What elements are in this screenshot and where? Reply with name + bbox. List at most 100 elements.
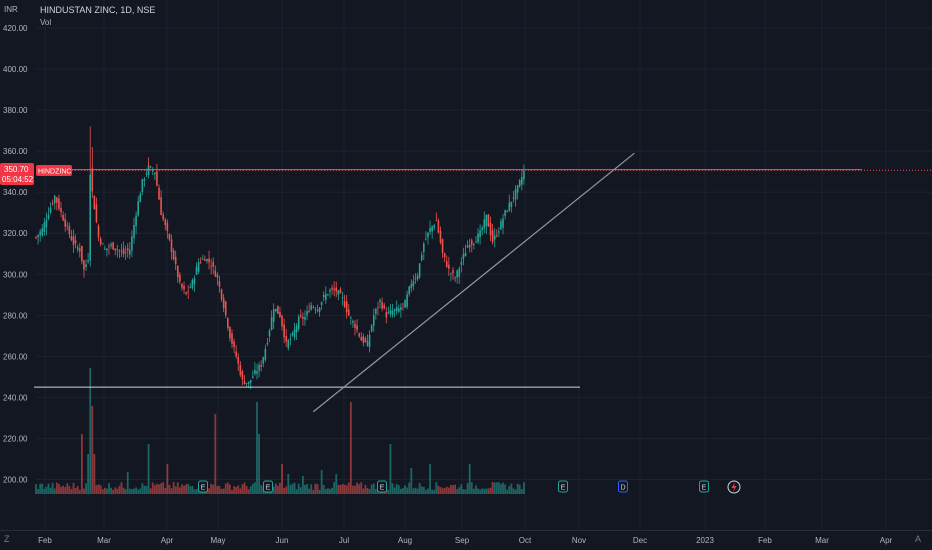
volume-bar: [51, 482, 54, 494]
candle-body: [35, 236, 37, 238]
volume-bar: [120, 482, 123, 494]
candle-body: [210, 266, 212, 267]
price-axis[interactable]: 420.00 400.00 380.00 360.00 340.00 320.00 300.…: [3, 24, 28, 485]
candle-body: [318, 307, 321, 312]
volume-bar: [410, 468, 413, 494]
candle-body: [122, 248, 125, 255]
candle-body: [420, 255, 423, 261]
candle-body: [295, 325, 298, 333]
candle-body: [331, 287, 333, 290]
volume-bar: [245, 486, 248, 494]
volume-bar: [239, 488, 242, 494]
candle-body: [489, 222, 492, 236]
volume-bar: [324, 489, 327, 494]
candle-body: [68, 226, 71, 235]
candle-body: [233, 341, 235, 348]
event-marker[interactable]: E: [558, 480, 568, 493]
candle-body: [297, 316, 300, 329]
time-tick-label: Feb: [758, 536, 772, 545]
volume-bar: [495, 482, 498, 494]
candle-body: [218, 281, 221, 287]
volume-bar: [487, 488, 490, 494]
volume-bar: [343, 484, 346, 494]
zoom-icon[interactable]: Z: [4, 534, 10, 544]
volume-bar: [335, 474, 338, 494]
volume-bar: [510, 483, 513, 494]
volume-bars: [35, 368, 525, 494]
candle-body: [114, 248, 117, 251]
candle-body: [277, 305, 279, 314]
candle-body: [239, 364, 242, 376]
volume-bar: [189, 486, 192, 494]
volume-bar: [329, 489, 331, 494]
event-marker[interactable]: D: [618, 480, 628, 493]
volume-bar: [93, 454, 96, 494]
volume-bar: [408, 482, 411, 494]
volume-bar: [447, 487, 450, 494]
candle-body: [475, 241, 477, 243]
volume-bar: [226, 482, 229, 494]
candle-body: [352, 321, 354, 323]
volume-bar: [156, 483, 158, 494]
candle-body: [83, 260, 85, 270]
symbol-tag: HINDZINC: [38, 169, 71, 176]
candle-body: [266, 343, 269, 345]
event-marker[interactable]: E: [699, 480, 709, 493]
auto-scale-button[interactable]: A: [915, 534, 921, 544]
volume-bar: [452, 485, 454, 494]
candle-body: [141, 179, 144, 193]
volume-bar: [320, 470, 323, 494]
time-axis[interactable]: Feb Mar Apr May Jun Jul Aug Sep Oct Nov Dec 2023 Feb…: [38, 536, 892, 545]
volume-indicator-label[interactable]: Vol: [40, 18, 52, 27]
candle-body: [425, 238, 427, 240]
volume-bar: [435, 482, 438, 494]
volume-bar: [354, 485, 356, 494]
event-marker[interactable]: E: [377, 480, 387, 493]
candle-body: [204, 259, 206, 261]
time-tick-label: Dec: [633, 536, 647, 545]
volume-bar: [347, 482, 350, 494]
event-marker-label: D: [620, 485, 625, 492]
lightning-icon[interactable]: [727, 480, 741, 494]
candle-body: [131, 236, 133, 251]
chart-title[interactable]: HINDUSTAN ZINC, 1D, NSE: [40, 5, 156, 15]
event-marker[interactable]: E: [263, 480, 273, 493]
event-marker[interactable]: E: [198, 480, 208, 493]
candle-body: [216, 274, 219, 278]
volume-bar: [468, 464, 471, 494]
volume-bar: [427, 488, 429, 494]
candle-body: [308, 310, 310, 312]
candle-body: [176, 266, 179, 278]
candle-body: [364, 338, 367, 342]
candle-body: [383, 305, 385, 309]
volume-bar: [212, 484, 215, 494]
candle-body: [514, 189, 517, 200]
volume-bar: [101, 489, 104, 494]
volume-bar: [41, 483, 44, 494]
volume-bar: [222, 488, 225, 494]
time-axis-border: [0, 530, 932, 531]
volume-bar: [308, 488, 311, 494]
volume-bar: [137, 489, 140, 494]
volume-bar: [95, 485, 98, 494]
candle-body: [512, 197, 515, 199]
candle-body: [85, 264, 87, 268]
volume-bar: [295, 489, 298, 494]
time-tick-label: May: [210, 536, 225, 545]
volume-bar: [149, 488, 152, 494]
volume-bar: [412, 488, 415, 494]
candle-body: [137, 201, 139, 216]
candle-body: [356, 325, 358, 331]
ascending-trendline[interactable]: [312, 152, 635, 413]
candle-body: [53, 195, 56, 204]
candle-body: [395, 307, 398, 312]
candle-body: [43, 222, 46, 232]
candle-body: [293, 329, 296, 338]
volume-bar: [229, 484, 231, 494]
volume-bar: [374, 489, 377, 494]
volume-bar: [47, 483, 50, 494]
candle-body: [368, 334, 371, 348]
lightning-icon-bolt: [731, 482, 737, 492]
